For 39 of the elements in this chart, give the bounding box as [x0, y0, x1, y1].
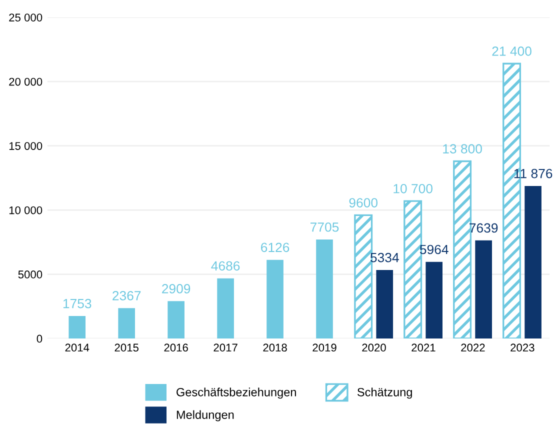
bar: [316, 240, 333, 339]
data-label: 2909: [162, 284, 190, 294]
bar: [426, 262, 443, 339]
data-label: 13 800: [443, 144, 482, 154]
y-tick-label: 20 000: [9, 78, 42, 86]
data-label: 9600: [349, 198, 378, 208]
y-tick-label: 5000: [18, 270, 42, 278]
bar: [266, 260, 284, 339]
x-tick-label: 2017: [214, 344, 238, 352]
bar: [475, 240, 492, 339]
bar: [217, 278, 234, 339]
bar: [376, 270, 394, 339]
data-label: 6126: [261, 242, 290, 252]
y-tick-label: 25 000: [9, 14, 42, 22]
x-tick-label: 2018: [263, 344, 287, 352]
x-tick-label: 2015: [114, 344, 138, 352]
legend-label: Meldungen: [176, 410, 234, 422]
x-tick-label: 2016: [164, 344, 188, 352]
y-tick-label: 0: [36, 334, 42, 343]
data-label: 7705: [310, 222, 339, 232]
x-tick-label: 2020: [362, 344, 386, 352]
bar: [524, 186, 542, 339]
data-label: 1753: [63, 298, 92, 308]
legend-label: Geschäftsbeziehungen: [176, 388, 296, 399]
bar: [118, 308, 136, 339]
y-tick-label: 15 000: [9, 142, 42, 150]
y-tick-label: 10 000: [9, 206, 42, 214]
bar: [68, 316, 86, 339]
data-label: 10 700: [394, 184, 432, 194]
x-tick-label: 2014: [65, 344, 90, 352]
data-label: 4686: [211, 261, 240, 271]
x-tick-label: 2023: [510, 344, 534, 352]
data-label: 2367: [112, 291, 141, 300]
data-label: 21 400: [492, 46, 532, 56]
bar: [168, 301, 184, 339]
legend-label: Schätzung: [357, 388, 412, 399]
x-tick-label: 2022: [461, 344, 485, 352]
x-tick-label: 2019: [312, 344, 336, 352]
x-tick-label: 2021: [412, 344, 436, 352]
